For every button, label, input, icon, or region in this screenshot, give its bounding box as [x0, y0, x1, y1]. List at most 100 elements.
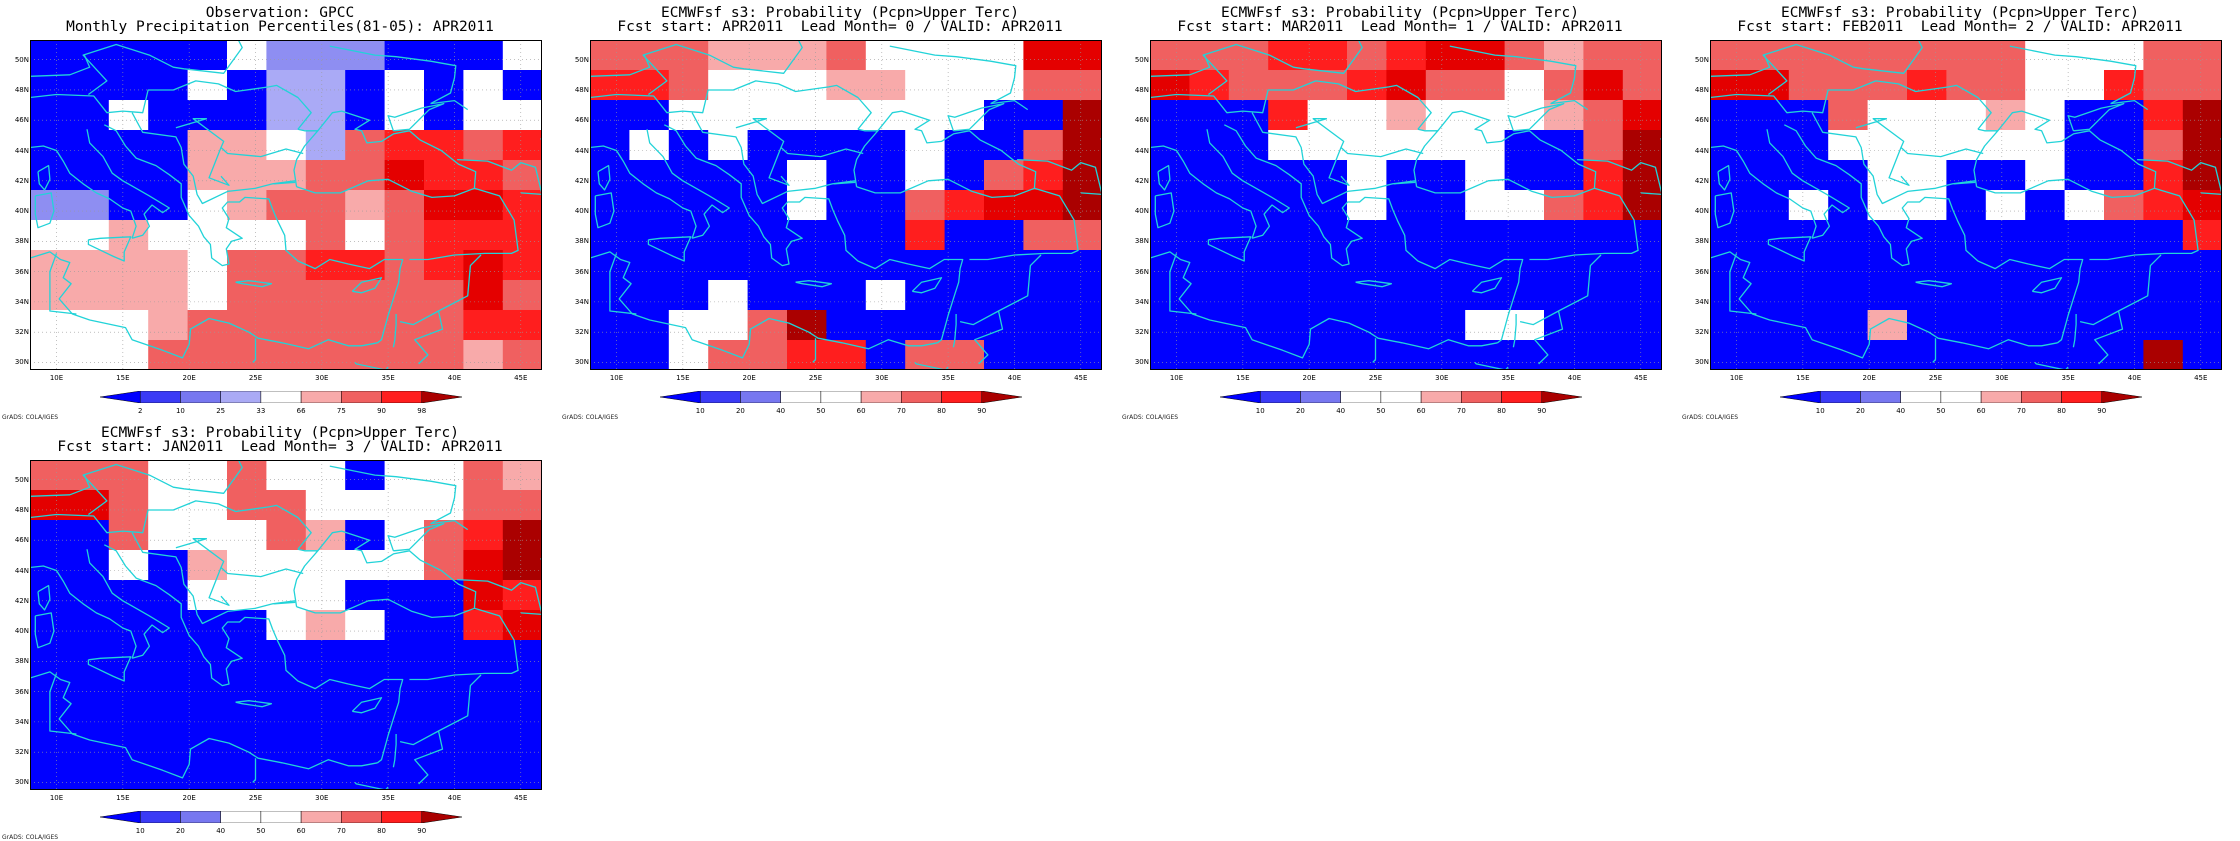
lat-tick-label: 46N [14, 116, 29, 125]
grid-cell [1307, 340, 1348, 370]
coastlines [30, 40, 542, 370]
grid-cell [384, 460, 425, 491]
grads-credit: GrADS: COLA/IGES [1682, 414, 1739, 421]
coastlines [1710, 40, 2222, 370]
grid-cell [1985, 250, 2026, 281]
lat-tick-label: 40N [14, 627, 29, 636]
grid-cell [424, 220, 464, 251]
lat-tick-label: 46N [574, 116, 589, 125]
grid-cell [502, 520, 542, 551]
grid-cell [2182, 130, 2222, 161]
colorbar-tick-label: 2 [137, 407, 143, 415]
grid-cell [266, 250, 307, 281]
grid-cell [266, 160, 307, 191]
grid-cell [69, 760, 110, 790]
grid-cell [629, 160, 670, 191]
grid-cell [30, 550, 70, 581]
grid-cell [2143, 40, 2184, 71]
grid-cell [1828, 310, 1869, 341]
colorbar-segment [220, 811, 262, 823]
grid-cell [502, 580, 542, 611]
panel-title-line2: Fcst start: JAN2011 Lead Month= 3 / VALI… [57, 439, 503, 455]
colorbar-tick-label: 60 [856, 407, 866, 415]
grid-cell [1268, 340, 1309, 370]
colorbar-segment [180, 811, 221, 823]
grid-cell [424, 520, 464, 551]
grid-cell [463, 280, 504, 311]
grid-cell [1386, 100, 1427, 131]
probability-map [1150, 40, 1662, 370]
grid-cell [30, 730, 70, 761]
grid-cell [1867, 130, 1908, 161]
grid-cell [1386, 220, 1427, 251]
grid-cell [1150, 130, 1190, 161]
lat-tick-label: 48N [574, 85, 589, 94]
grid-cell [345, 730, 386, 761]
grid-cell [108, 670, 149, 701]
lat-tick-label: 48N [1694, 85, 1709, 94]
grid-cell [905, 220, 946, 251]
grid-cell [266, 730, 307, 761]
grid-cell [305, 160, 346, 191]
grid-cell [148, 670, 189, 701]
grid-cell [69, 550, 110, 581]
grid-cell [384, 190, 425, 221]
grid-cell [1946, 40, 1987, 71]
grid-cell [944, 310, 985, 341]
grid-cell [502, 40, 542, 71]
grid-cell [1228, 70, 1269, 101]
grid-cell [826, 220, 867, 251]
lat-tick-label: 38N [574, 237, 589, 246]
grid-cell [629, 250, 670, 281]
lat-tick-label: 50N [14, 475, 29, 484]
grid-cell [30, 100, 70, 131]
grid-cell [1189, 250, 1230, 281]
grads-credit: GrADS: COLA/IGES [2, 414, 59, 421]
grid-cell [708, 250, 749, 281]
grid-cell [1268, 250, 1309, 281]
grid-cell [1023, 220, 1064, 251]
grid-cell [463, 700, 504, 731]
grid-cell [1946, 220, 1987, 251]
grid-cell [148, 310, 189, 341]
grid-cell [944, 340, 985, 370]
grid-cell [1622, 190, 1662, 221]
grid-cell [905, 130, 946, 161]
grid-cell [266, 760, 307, 790]
lon-tick-label: 40E [1007, 374, 1022, 382]
lat-tick-label: 30N [574, 358, 589, 367]
lat-tick-label: 42N [14, 596, 29, 605]
grid-cell [590, 220, 630, 251]
grid-cell [865, 250, 906, 281]
grid-cell [1425, 130, 1466, 161]
grid-cell [826, 340, 867, 370]
colorbar-tick-label: 25 [216, 407, 226, 415]
grid-cell [148, 340, 189, 370]
grid-cell [2182, 310, 2222, 341]
grid-cell [2143, 220, 2184, 251]
lat-tick-label: 42N [14, 176, 29, 185]
grid-cell [1504, 220, 1545, 251]
colorbar-tick-label: 90 [377, 407, 386, 415]
grid-cell [1347, 160, 1387, 191]
lon-tick-label: 10E [1729, 374, 1744, 382]
grid-cell [502, 460, 542, 491]
grid-cell [345, 310, 386, 341]
grid-cell [629, 130, 670, 161]
coastlines [1150, 40, 1662, 370]
grid-cell [1749, 280, 1790, 311]
grid-cell [590, 40, 630, 71]
grid-cell [1710, 310, 1750, 341]
grid-cell [305, 190, 346, 221]
grid-cell [1062, 190, 1102, 221]
grid-cell [1828, 190, 1869, 221]
grid-cell [1622, 130, 1662, 161]
grid-cell [1907, 160, 1947, 191]
lat-tick-label: 44N [14, 146, 29, 155]
grid-cell [1150, 220, 1190, 251]
map-panel-lead-3: ECMWFsf s3: Probability (Pcpn>Upper Terc… [0, 420, 560, 841]
grid-cell [865, 40, 906, 71]
lon-tick-label: 20E [182, 794, 196, 802]
grid-cell [1946, 70, 1987, 101]
grid-cell [345, 640, 386, 671]
